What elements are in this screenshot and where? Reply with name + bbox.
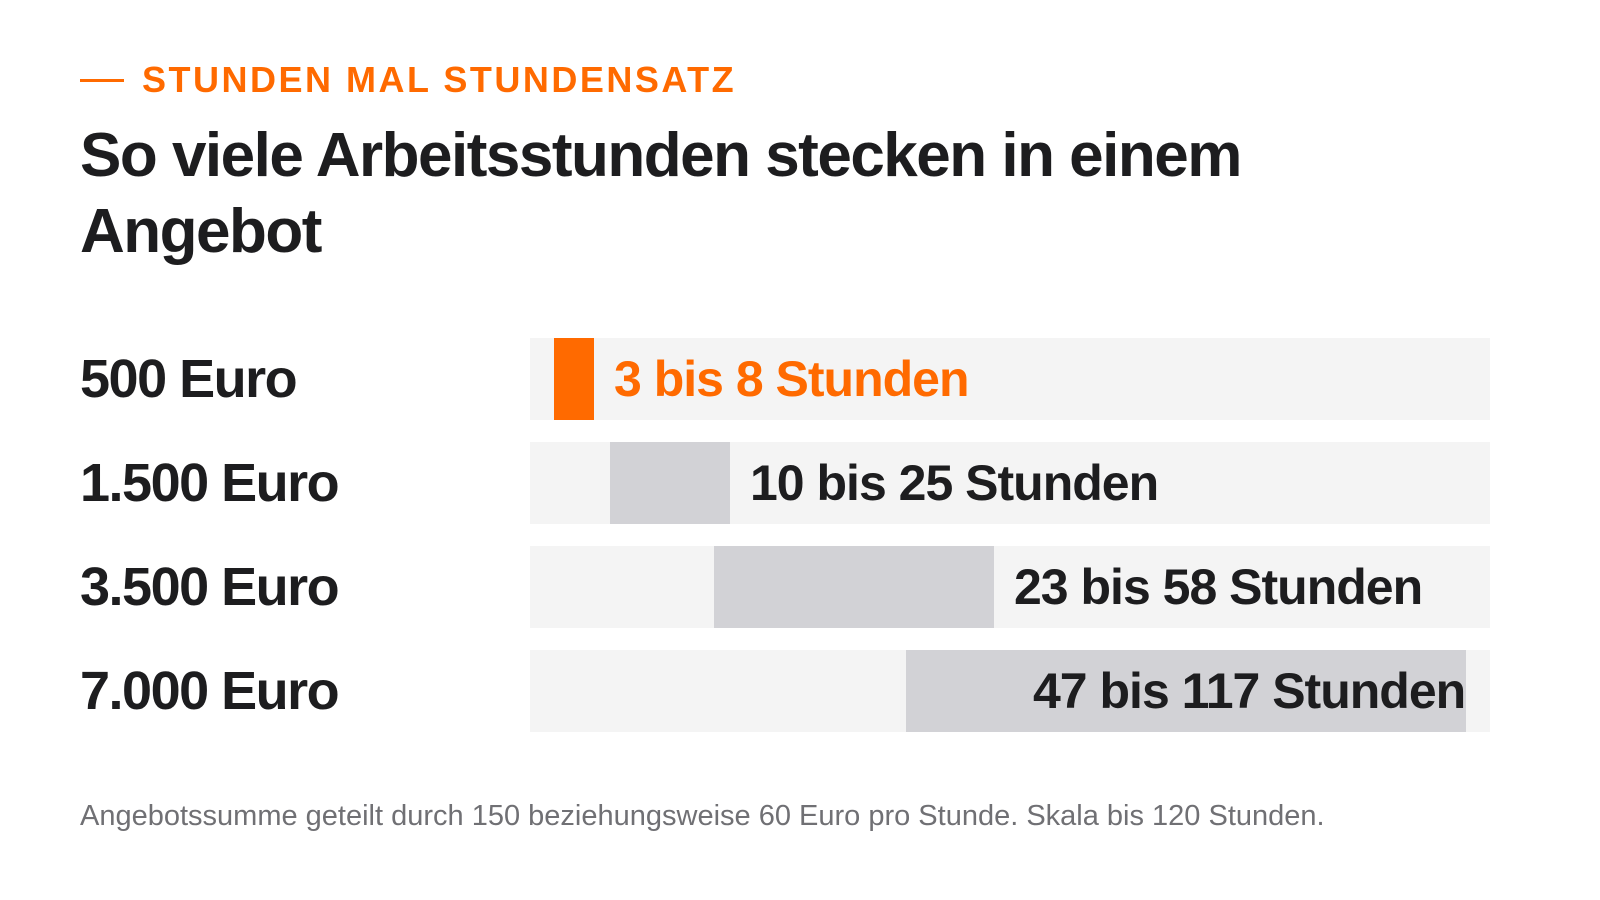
range-value-label: 47 bis 117 Stunden <box>1033 663 1466 719</box>
range-bar <box>714 546 994 628</box>
chart-title: So viele Arbeitsstunden stecken in einem… <box>80 121 1242 266</box>
eyebrow-text: STUNDEN MAL STUNDENSATZ <box>142 59 737 100</box>
category-label: 500 Euro <box>80 349 298 409</box>
category-label: 1.500 Euro <box>80 453 340 513</box>
bar-track: 23 bis 58 Stunden <box>530 546 1490 628</box>
bar-track: 10 bis 25 Stunden <box>530 442 1490 524</box>
range-value-label: 3 bis 8 Stunden <box>614 351 970 407</box>
range-bar <box>610 442 730 524</box>
eyebrow: STUNDEN MAL STUNDENSATZ <box>80 58 736 102</box>
range-bar <box>906 650 1466 732</box>
range-value-label: 23 bis 58 Stunden <box>1014 559 1423 615</box>
category-label: 3.500 Euro <box>80 557 340 617</box>
range-bar <box>554 338 594 420</box>
footnote: Angebotssumme geteilt durch 150 beziehun… <box>80 800 1325 832</box>
category-label: 7.000 Euro <box>80 661 340 721</box>
eyebrow-rule <box>80 78 124 82</box>
range-value-label: 10 bis 25 Stunden <box>750 455 1159 511</box>
bar-track: 3 bis 8 Stunden <box>530 338 1490 420</box>
bar-track: 47 bis 117 Stunden <box>530 650 1490 732</box>
